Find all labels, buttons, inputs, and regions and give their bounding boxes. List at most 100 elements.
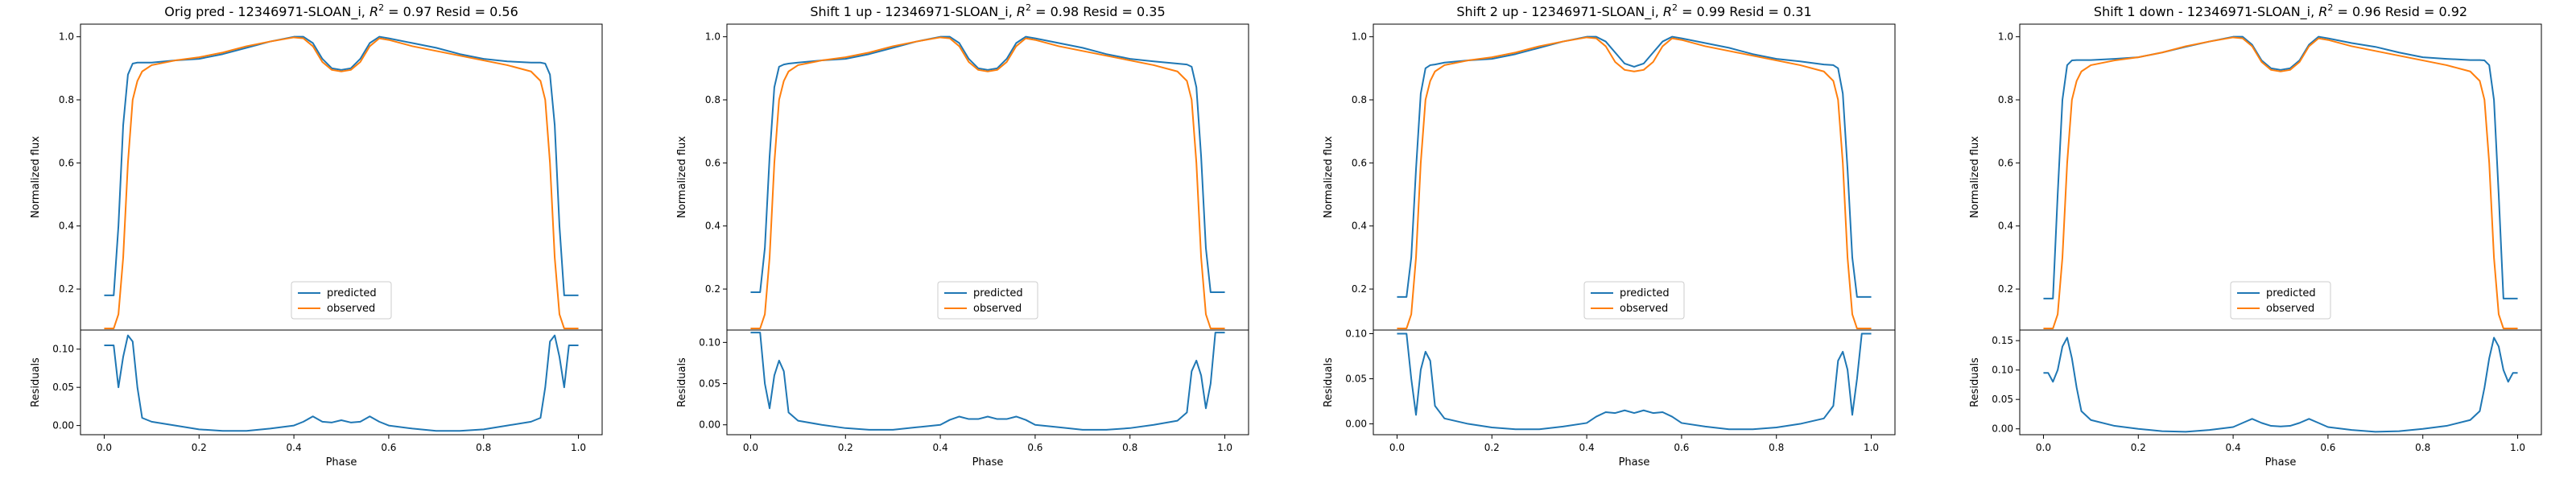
series-line-observed	[750, 36, 1225, 330]
xtick-label: 0.0	[1389, 442, 1405, 453]
title-r2-value: = 0.97	[384, 4, 431, 19]
title-resid: Resid = 0.35	[1079, 4, 1165, 19]
y-axis-label: Normalized flux	[1969, 136, 1981, 218]
xtick-label: 0.8	[2415, 442, 2430, 453]
ytick-label: 0.8	[1352, 94, 1367, 105]
ytick-label: 0.2	[1998, 283, 2013, 295]
ytick-label: 0.4	[1998, 221, 2013, 232]
subplot-2: Shift 1 up - 12346971-SLOAN_i, R2 = 0.98…	[676, 2, 1249, 469]
legend: predicted observed	[937, 281, 1038, 320]
xtick-label: 0.0	[2036, 442, 2051, 453]
ytick-label: 1.0	[705, 31, 720, 43]
title-superscript: 2	[2327, 2, 2333, 13]
title-resid: Resid = 0.92	[2381, 4, 2467, 19]
subplot-4: Shift 1 down - 12346971-SLOAN_i, R2 = 0.…	[1969, 2, 2542, 469]
xtick-label: 0.6	[1027, 442, 1042, 453]
xtick-label: 0.2	[838, 442, 853, 453]
xtick-label: 0.8	[476, 442, 491, 453]
x-axis-label: Phase	[2265, 456, 2297, 469]
title-superscript: 2	[1672, 2, 1678, 13]
residuals-line	[104, 334, 579, 432]
title-prefix: Orig pred - 12346971-SLOAN_i,	[164, 4, 369, 20]
xtick-label: 0.0	[743, 442, 758, 453]
chart-title: Shift 1 down - 12346971-SLOAN_i, R2 = 0.…	[2094, 2, 2467, 20]
xtick-label: 0.6	[381, 442, 396, 453]
series-line-observed	[1397, 36, 1872, 330]
legend-label-predicted: predicted	[327, 287, 377, 299]
title-resid: Resid = 0.56	[431, 4, 518, 19]
ytick-label: 0.2	[1352, 283, 1367, 295]
xtick-label: 1.0	[1864, 442, 1879, 453]
xtick-label: 0.6	[2320, 442, 2335, 453]
ytick-label: 0.4	[705, 221, 720, 232]
legend: predicted observed	[1583, 281, 1685, 320]
xtick-label: 0.4	[287, 442, 302, 453]
x-axis-label: Phase	[1619, 456, 1650, 469]
title-r-symbol: R	[369, 4, 378, 19]
chart-title: Orig pred - 12346971-SLOAN_i, R2 = 0.97 …	[164, 2, 518, 20]
ytick-label: 0.00	[1345, 419, 1367, 430]
ytick-label: 0.15	[1992, 335, 2013, 346]
ytick-label: 0.4	[1352, 221, 1367, 232]
title-r-symbol: R	[2318, 4, 2327, 19]
x-axis-label: Phase	[972, 456, 1004, 469]
legend-box	[1583, 281, 1685, 320]
y-axis-label: Normalized flux	[1323, 136, 1335, 218]
legend-label-observed: observed	[973, 303, 1022, 315]
residuals-axis-label: Residuals	[1969, 357, 1981, 407]
ytick-label: 0.05	[1992, 394, 2013, 405]
ytick-label: 0.10	[1345, 328, 1367, 339]
residuals-line	[1397, 332, 1872, 431]
series-line-observed	[104, 36, 579, 330]
subplot-1: Orig pred - 12346971-SLOAN_i, R2 = 0.97 …	[30, 2, 603, 469]
ytick-label: 0.10	[1992, 365, 2013, 376]
subplot-3: Shift 2 up - 12346971-SLOAN_i, R2 = 0.99…	[1323, 2, 1896, 469]
title-r2-value: = 0.98	[1031, 4, 1079, 19]
chart-title: Shift 2 up - 12346971-SLOAN_i, R2 = 0.99…	[1456, 2, 1811, 20]
title-prefix: Shift 1 down - 12346971-SLOAN_i,	[2094, 4, 2318, 20]
series-line-predicted	[750, 35, 1225, 293]
residuals-axis-label: Residuals	[676, 357, 688, 407]
ytick-label: 0.6	[1352, 157, 1367, 168]
ytick-label: 0.00	[52, 420, 74, 431]
title-superscript: 2	[1026, 2, 1031, 13]
legend-label-predicted: predicted	[2266, 287, 2316, 299]
legend-box	[937, 281, 1038, 320]
series-line-predicted	[104, 35, 579, 296]
legend-label-predicted: predicted	[1620, 287, 1670, 299]
xtick-label: 0.6	[1674, 442, 1689, 453]
xtick-label: 0.0	[97, 442, 112, 453]
xtick-label: 0.4	[1579, 442, 1595, 453]
ytick-label: 0.2	[705, 283, 720, 295]
ytick-label: 1.0	[59, 31, 74, 43]
series-line-predicted	[2043, 35, 2518, 299]
xtick-label: 1.0	[571, 442, 586, 453]
series-line-predicted	[1397, 35, 1872, 298]
legend-label-predicted: predicted	[973, 287, 1023, 299]
xtick-label: 0.2	[2131, 442, 2146, 453]
residuals-axis-label: Residuals	[1323, 357, 1335, 407]
residuals-line	[2043, 336, 2518, 433]
bottom-axes-frame	[726, 329, 1249, 436]
ytick-label: 0.05	[699, 378, 720, 390]
ytick-label: 0.2	[59, 283, 74, 295]
legend: predicted observed	[291, 281, 392, 320]
ytick-label: 0.6	[1998, 157, 2013, 168]
ytick-label: 0.6	[59, 157, 74, 168]
ytick-label: 0.8	[705, 94, 720, 105]
x-axis-label: Phase	[326, 456, 357, 469]
ytick-label: 1.0	[1352, 31, 1367, 43]
residuals-line	[750, 332, 1225, 431]
title-r2-value: = 0.96	[2333, 4, 2380, 19]
y-axis-label: Normalized flux	[30, 136, 42, 218]
xtick-label: 0.2	[192, 442, 207, 453]
chart-title: Shift 1 up - 12346971-SLOAN_i, R2 = 0.98…	[810, 2, 1165, 20]
xtick-label: 1.0	[1217, 442, 1232, 453]
legend-box	[2230, 281, 2331, 320]
residuals-axis-label: Residuals	[30, 357, 42, 407]
ytick-label: 0.4	[59, 221, 74, 232]
xtick-label: 0.4	[933, 442, 948, 453]
title-r-symbol: R	[1017, 4, 1026, 19]
